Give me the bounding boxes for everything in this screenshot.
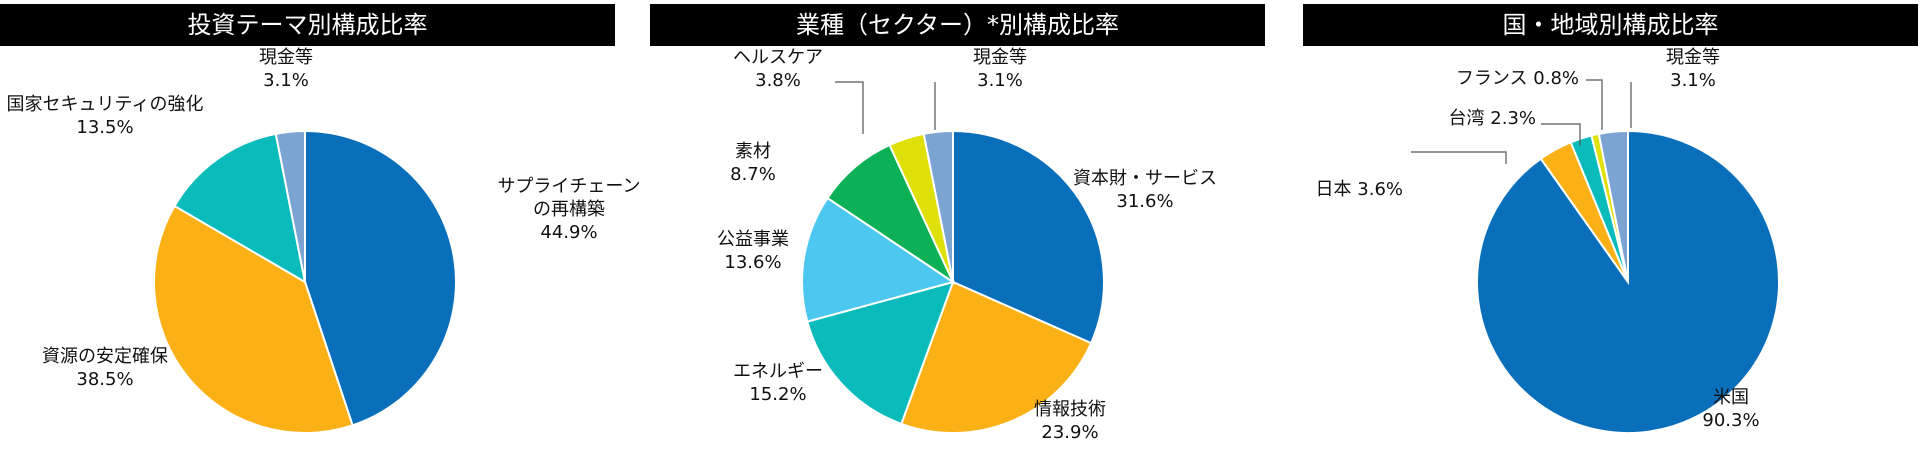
pie-slice [304, 129, 457, 427]
slice-label: ヘルスケア 3.8% [733, 47, 823, 91]
leader-line [1541, 123, 1581, 146]
chart-panel-theme: 投資テーマ別構成比率 サプライチェーンの再構築 44.9% 資源の安定確保 38.5%… [0, 0, 641, 470]
slice-label: 現金等 3.1% [259, 47, 313, 91]
pie-slice [952, 129, 1105, 345]
slice-label: サプライチェーンの再構築 44.9% [497, 176, 640, 243]
chart-panel-sector: 業種（セクター）*別構成比率 資本財・サービス 31.6% 情報技術 23.9% エネル… [650, 0, 1265, 470]
chart-title: 国・地域別構成比率 [1303, 4, 1918, 46]
chart-title: 業種（セクター）*別構成比率 [650, 4, 1265, 46]
slice-label: 現金等 3.1% [973, 47, 1027, 91]
leader-line [835, 81, 864, 134]
pie-chart-theme: サプライチェーンの再構築 44.9% 資源の安定確保 38.5% 国家セキュリティの強化… [7, 47, 641, 434]
pie-slice [1597, 129, 1629, 283]
pie-slice [173, 132, 307, 284]
pie-chart-country: 米国 90.3% 日本 3.6% 台湾 2.3% フランス 0.8% 現金等 3.1% [1316, 47, 1780, 434]
slice-label: 情報技術 23.9% [1034, 399, 1106, 443]
slice-label: 国家セキュリティの強化 13.5% [7, 94, 204, 138]
slice-label: 現金等 3.1% [1666, 47, 1720, 91]
pie-slice [801, 196, 956, 323]
pie-slice [806, 280, 955, 426]
pie-chart-sector: 資本財・サービス 31.6% 情報技術 23.9% エネルギー 15.2% 公益事業 13.6… [717, 47, 1217, 443]
leader-line [1586, 79, 1603, 130]
slice-label: 素材 8.7% [730, 141, 776, 185]
pie-slice [900, 280, 1093, 434]
leader-line [1411, 151, 1507, 164]
slice-label: 日本 3.6% [1316, 179, 1403, 200]
slice-label: 米国 90.3% [1702, 387, 1759, 431]
pie-slice [1476, 129, 1780, 434]
slice-label: エネルギー 15.2% [733, 361, 823, 405]
pie-slice [826, 143, 956, 285]
slice-label: 公益事業 13.6% [717, 229, 789, 273]
slice-label: フランス 0.8% [1456, 68, 1579, 89]
pie-slice [922, 129, 954, 283]
slice-label: 資源の安定確保 38.5% [42, 346, 168, 390]
pie-slice [274, 129, 306, 283]
chart-title: 投資テーマ別構成比率 [0, 4, 615, 46]
chart-panel-country: 国・地域別構成比率 米国 90.3% 日本 3.6% 台湾 2.3% フランス 0.8%… [1303, 0, 1918, 470]
slice-label: 資本財・サービス 31.6% [1073, 168, 1217, 212]
slice-label: 台湾 2.3% [1449, 108, 1536, 129]
pie-slice [153, 204, 354, 434]
